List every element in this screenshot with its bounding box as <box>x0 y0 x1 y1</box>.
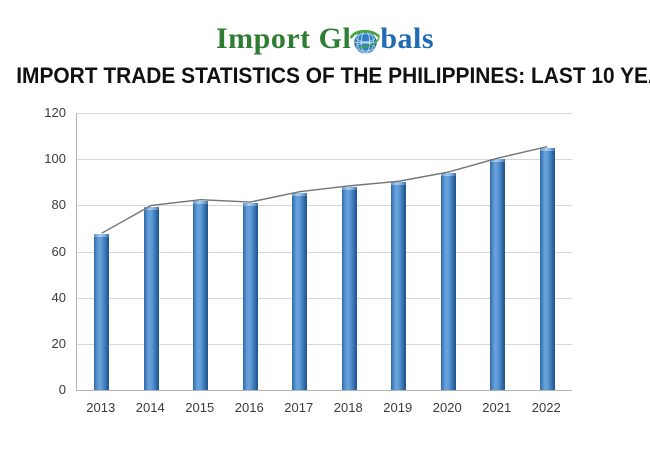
globe-icon <box>350 29 381 54</box>
y-tick-label-60: 60 <box>51 243 66 259</box>
y-tick-label-80: 80 <box>51 197 66 213</box>
y-tick-label-0: 0 <box>58 382 66 397</box>
bar-2016 <box>242 203 258 390</box>
bar-2018 <box>341 186 357 390</box>
x-tick-label-2020: 2020 <box>432 400 462 415</box>
bar-2020 <box>440 173 456 390</box>
bar-2022 <box>539 147 555 390</box>
x-axis-labels: 2013 2014 2015 2016 2017 2018 2019 2020 2021 2022 <box>76 400 571 415</box>
gridline-120 <box>77 113 572 114</box>
y-tick-label-100: 100 <box>44 151 66 167</box>
y-tick-label-120: 120 <box>44 105 66 120</box>
x-tick-label-2018: 2018 <box>333 400 363 415</box>
y-tick-label-40: 40 <box>51 289 66 305</box>
x-tick-label-2019: 2019 <box>383 400 413 415</box>
bar-2015 <box>193 200 209 390</box>
plot-area <box>76 113 572 391</box>
bar-2014 <box>143 206 159 390</box>
bar-2013 <box>94 234 110 390</box>
logo: Import Gl bals <box>0 18 650 60</box>
logo-text-bals: bals <box>380 22 435 55</box>
x-tick-label-2013: 2013 <box>86 400 116 415</box>
y-tick-label-20: 20 <box>51 335 66 351</box>
x-tick-label-2014: 2014 <box>135 400 165 415</box>
x-tick-label-2016: 2016 <box>234 400 264 415</box>
bar-2021 <box>490 159 506 390</box>
logo-text-import: Import Gl <box>215 22 352 55</box>
y-axis-labels: 0 20 40 60 80 100 120 <box>0 105 66 397</box>
x-tick-label-2017: 2017 <box>284 400 314 415</box>
page-title: IMPORT TRADE STATISTICS OF THE PHILIPPIN… <box>16 63 650 88</box>
gridline-60 <box>77 251 572 253</box>
bar-2017 <box>292 192 308 390</box>
gridline-20 <box>77 343 572 345</box>
bar-2019 <box>391 182 407 390</box>
gridline-40 <box>77 297 572 299</box>
x-tick-label-2022: 2022 <box>531 400 561 415</box>
x-tick-label-2021: 2021 <box>482 400 512 415</box>
x-tick-label-2015: 2015 <box>185 400 215 415</box>
